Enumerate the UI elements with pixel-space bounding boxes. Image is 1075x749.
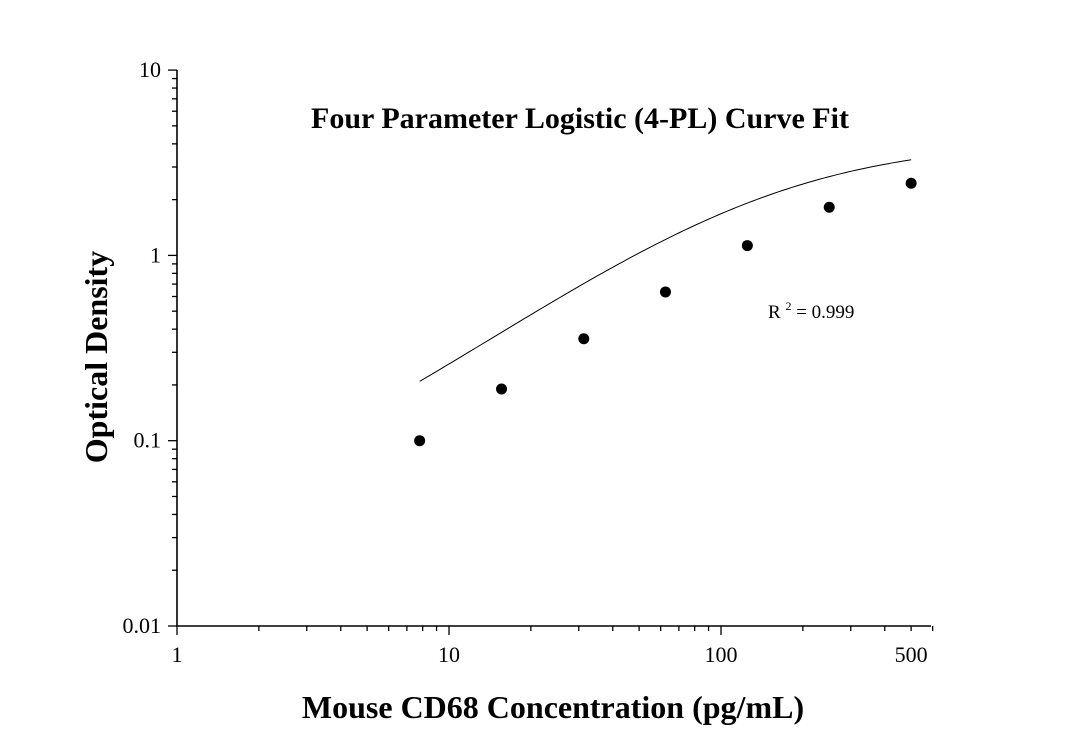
y-tick-label: 1 [150, 242, 161, 267]
x-tick-label: 1 [172, 642, 183, 667]
fit-curve [419, 159, 912, 382]
x-tick-label: 10 [438, 642, 460, 667]
y-tick-label: 10 [139, 57, 161, 82]
y-tick-label: 0.1 [134, 428, 162, 453]
chart-title: Four Parameter Logistic (4-PL) Curve Fit [311, 102, 849, 135]
r-superscript: 2 [785, 299, 791, 313]
data-point [414, 435, 426, 447]
data-point [659, 286, 671, 298]
y-tick-label: 0.01 [123, 613, 162, 638]
data-point [823, 201, 835, 213]
data-points [414, 177, 917, 447]
r-value: = 0.999 [796, 302, 854, 323]
x-tick-label: 100 [705, 642, 738, 667]
r-squared-annotation: R 2 = 0.999 [768, 294, 854, 323]
data-point [496, 383, 508, 395]
y-axis-label: Optical Density [78, 251, 114, 463]
r-label: R [768, 302, 781, 323]
ticks [168, 69, 934, 635]
x-axis-label: Mouse CD68 Concentration (pg/mL) [302, 689, 804, 725]
data-point [905, 177, 917, 189]
data-point [741, 240, 753, 252]
axes [176, 70, 931, 627]
x-tick-label: 500 [895, 642, 928, 667]
data-point [578, 333, 590, 345]
tick-labels: 0.01 0.1 1 10 1 10 100 500 [123, 57, 928, 667]
